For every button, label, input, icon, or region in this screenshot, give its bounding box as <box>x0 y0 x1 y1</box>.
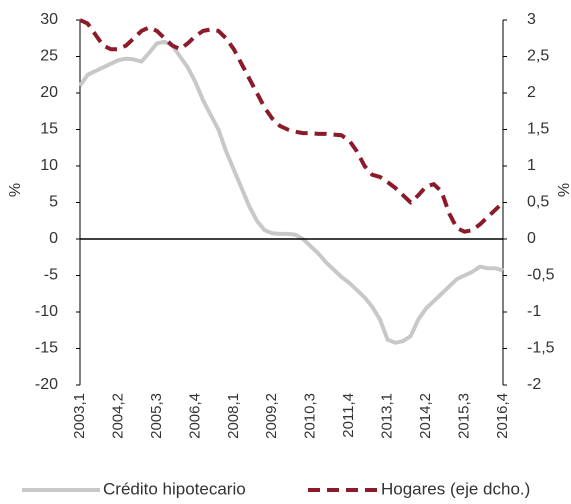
y-tick-label: -15 <box>35 340 58 357</box>
y2-tick-label: -2 <box>527 376 541 393</box>
y-tick-label: -5 <box>44 267 58 284</box>
y2-tick-label: 1,5 <box>527 121 549 138</box>
y-tick-label: -20 <box>35 376 58 393</box>
legend-label: Crédito hipotecario <box>103 479 246 498</box>
x-tick-label: 2005,3 <box>148 393 165 439</box>
x-tick-label: 2015,3 <box>456 393 473 439</box>
x-tick-label: 2004,2 <box>109 393 126 439</box>
y2-tick-label: 2 <box>527 84 536 101</box>
x-tick-label: 2011,4 <box>340 393 357 438</box>
y2-tick-label: -1,5 <box>527 340 555 357</box>
x-tick-label: 2003,1 <box>71 393 88 439</box>
y-tick-label: 10 <box>40 157 58 174</box>
y2-tick-label: -0,5 <box>527 267 555 284</box>
y-tick-label: 25 <box>40 48 58 65</box>
y2-tick-label: 2,5 <box>527 48 549 65</box>
y-tick-label: 30 <box>40 11 58 28</box>
line-series <box>79 18 505 234</box>
x-tick-label: 2009,2 <box>263 393 280 439</box>
y2-axis-label: % <box>554 183 571 197</box>
x-tick-label: 2013,1 <box>379 393 396 439</box>
x-tick-label: 2010,3 <box>302 393 319 439</box>
y-tick-label: 15 <box>40 121 58 138</box>
y-tick-label: 0 <box>49 230 58 247</box>
y2-tick-label: 0 <box>527 230 536 247</box>
x-tick-label: 2014,2 <box>417 393 434 439</box>
x-tick-label: 2008,1 <box>225 393 242 439</box>
legend-label: Hogares (eje dcho.) <box>381 479 530 498</box>
y-tick-label: -10 <box>35 303 58 320</box>
y2-tick-label: -1 <box>527 303 541 320</box>
y2-tick-label: 1 <box>527 157 536 174</box>
y-axis-label: % <box>7 183 24 197</box>
y2-tick-label: 0,5 <box>527 194 549 211</box>
line-series <box>78 39 504 345</box>
x-tick-label: 2016,4 <box>494 393 511 439</box>
y-tick-label: 20 <box>40 84 58 101</box>
x-tick-label: 2006,4 <box>186 393 203 439</box>
y2-tick-label: 3 <box>527 11 536 28</box>
y-tick-label: 5 <box>49 194 58 211</box>
